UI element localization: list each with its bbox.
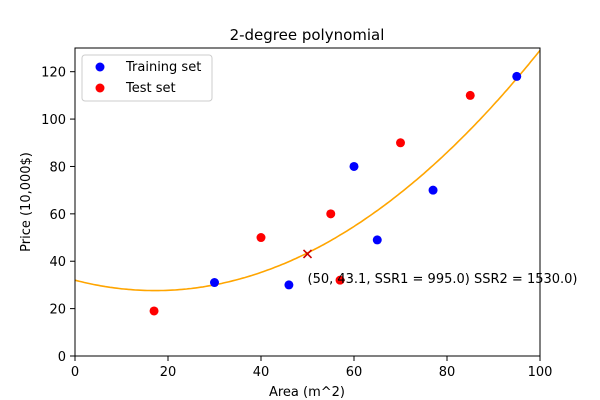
test-point: [256, 233, 266, 243]
y-tick-label: 40: [49, 255, 66, 270]
chart-title: 2-degree polynomial: [230, 26, 385, 44]
training-point: [428, 185, 438, 195]
legend-marker-training: [95, 62, 105, 72]
x-tick-label: 20: [160, 365, 177, 380]
annotation-text: (50, 43.1, SSR1 = 995.0) SSR2 = 1530.0): [308, 272, 578, 287]
test-point: [149, 306, 159, 316]
plot-frame: [74, 47, 541, 357]
legend-label-test: Test set: [125, 81, 176, 96]
training-point: [210, 278, 219, 288]
y-tick-label: 120: [41, 66, 66, 81]
x-tick-label: 80: [439, 365, 456, 380]
x-axis-label: Area (m^2): [269, 385, 345, 400]
y-tick-label: 80: [49, 160, 66, 175]
training-point: [512, 71, 522, 81]
y-tick-label: 0: [58, 350, 66, 365]
x-tick-label: 0: [71, 365, 79, 380]
training-point: [372, 235, 382, 245]
training-point: [349, 161, 359, 171]
training-point: [284, 280, 294, 290]
y-tick-label: 100: [41, 113, 66, 128]
prediction-marker: [302, 249, 313, 259]
y-tick-label: 60: [49, 208, 66, 223]
y-tick-label: 20: [49, 303, 66, 318]
y-axis-label: Price (10,000$): [19, 152, 34, 252]
legend-label-training: Training set: [125, 60, 201, 75]
x-tick-label: 60: [346, 365, 363, 380]
test-point: [326, 209, 336, 219]
legend-marker-test: [95, 83, 105, 93]
test-point: [335, 275, 345, 285]
x-tick-label: 40: [253, 365, 270, 380]
test-point: [465, 90, 475, 100]
legend-box: [81, 54, 213, 102]
legend: Training set Test set: [81, 54, 213, 102]
x-tick-label: 100: [528, 365, 553, 380]
test-point: [396, 138, 405, 148]
